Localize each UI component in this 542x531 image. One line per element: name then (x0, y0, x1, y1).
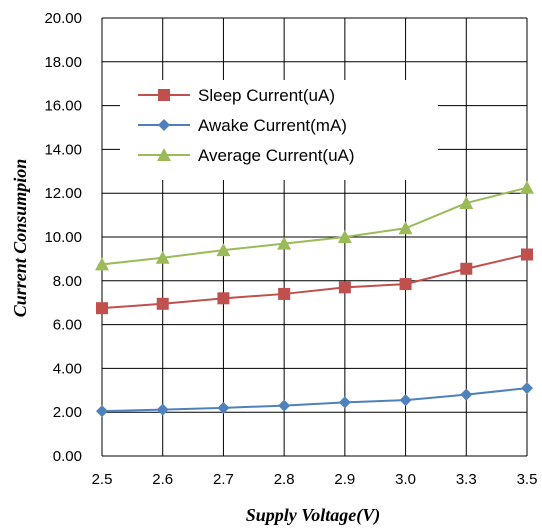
legend-marker (158, 89, 170, 101)
data-point (156, 297, 169, 310)
y-tick-label: 0.00 (53, 448, 82, 465)
y-tick-label: 2.00 (53, 404, 82, 421)
legend-marker (158, 119, 170, 131)
data-point (399, 278, 412, 291)
data-point (338, 396, 351, 409)
y-tick-label: 10.00 (44, 229, 82, 246)
y-tick-label: 16.00 (44, 98, 82, 115)
legend-label: Awake Current(mA) (198, 116, 347, 135)
data-point (399, 394, 412, 407)
data-point (95, 257, 109, 271)
x-axis-label: Supply Voltage(V) (246, 505, 381, 526)
data-point (521, 382, 533, 395)
legend-item: Awake Current(mA) (138, 116, 347, 135)
data-point (278, 287, 291, 300)
legend-label: Average Current(uA) (198, 146, 355, 165)
y-tick-label: 12.00 (44, 185, 82, 202)
series-triangle (95, 180, 534, 271)
data-point (460, 388, 473, 401)
legend: Sleep Current(uA) Awake Current(mA) Averag… (120, 80, 438, 180)
data-point (338, 281, 351, 294)
legend-item: Sleep Current(uA) (138, 86, 335, 105)
legend-label: Sleep Current(uA) (198, 86, 335, 105)
series-diamond (96, 382, 533, 418)
y-tick-label: 8.00 (53, 273, 82, 290)
series-layer (95, 180, 534, 418)
data-point (216, 243, 231, 257)
data-point (96, 302, 108, 315)
legend-marker (157, 148, 171, 161)
y-tick-label: 14.00 (44, 141, 82, 158)
x-tick-label: 3.3 (456, 471, 477, 488)
x-tick-label: 2.6 (152, 471, 173, 488)
x-tick-label: 3.5 (517, 471, 538, 488)
y-axis-ticks: 0.00 2.00 4.00 6.00 8.00 10.00 12.00 14.00 16.00… (44, 10, 82, 465)
data-point (459, 196, 474, 210)
series-line (101, 186, 528, 266)
x-tick-label: 3.0 (395, 471, 416, 488)
data-point (278, 399, 291, 412)
legend-item: Average Current(uA) (138, 146, 355, 165)
data-point (156, 403, 169, 416)
data-point (155, 250, 170, 264)
y-tick-label: 4.00 (53, 360, 82, 377)
data-point (217, 401, 230, 414)
y-tick-label: 20.00 (44, 10, 82, 27)
x-tick-label: 2.9 (334, 471, 355, 488)
y-tick-label: 6.00 (53, 317, 82, 334)
series-line (101, 253, 528, 310)
x-tick-label: 2.5 (92, 471, 113, 488)
gridlines (101, 17, 528, 457)
x-axis-ticks: 2.5 2.6 2.7 2.8 2.9 3.0 3.3 3.5 (92, 471, 538, 488)
x-tick-label: 2.8 (274, 471, 295, 488)
data-point (96, 405, 108, 418)
data-point (520, 180, 534, 194)
data-point (460, 262, 473, 275)
series-square (96, 248, 533, 315)
data-point (398, 221, 413, 235)
data-point (521, 248, 533, 261)
series-line (101, 387, 528, 413)
data-point (277, 236, 292, 250)
y-tick-label: 18.00 (44, 54, 82, 71)
legend-background (120, 80, 438, 180)
x-tick-label: 2.7 (213, 471, 234, 488)
data-point (337, 230, 352, 243)
data-point (217, 292, 230, 305)
y-axis-label: Current Consumpion (10, 159, 30, 318)
